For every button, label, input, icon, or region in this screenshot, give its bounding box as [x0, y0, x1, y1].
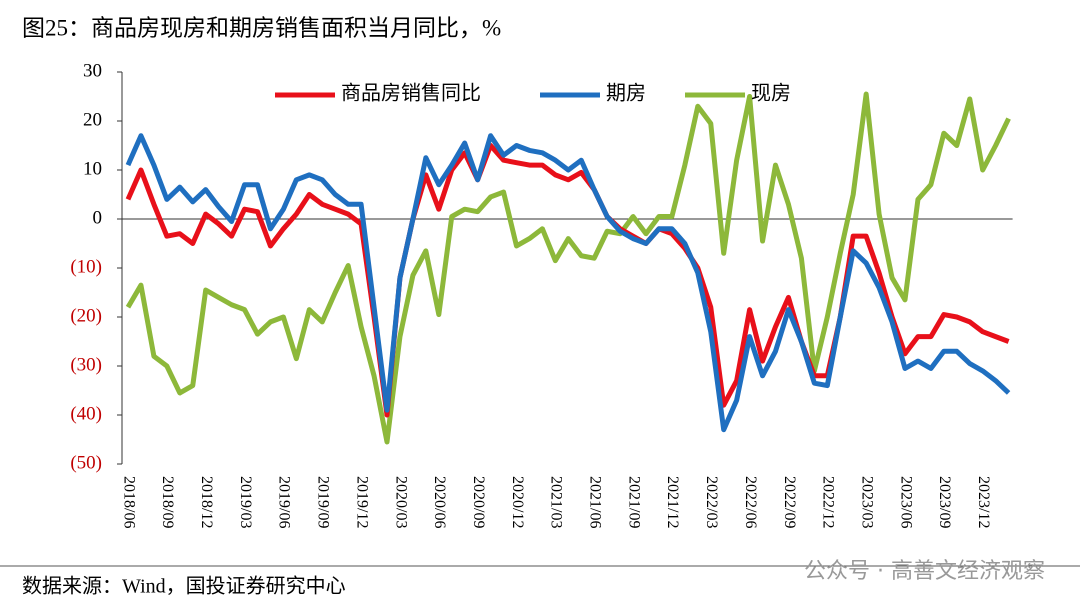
y-tick-label: (30): [70, 354, 102, 375]
x-tick-label: 2022/06: [742, 476, 759, 528]
y-tick-label: 20: [83, 109, 102, 130]
x-tick-label: 2020/09: [470, 476, 487, 528]
chart-title: 图25：商品房现房和期房销售面积当月同比，%: [22, 15, 501, 40]
legend-label: 期房: [606, 82, 646, 105]
x-tick-label: 2023/09: [936, 476, 953, 528]
y-tick-label: 0: [93, 207, 103, 228]
y-tick-label: (20): [70, 305, 102, 326]
x-tick-label: 2021/09: [625, 476, 642, 528]
y-tick-label: 30: [83, 60, 102, 81]
legend-label: 现房: [751, 82, 791, 105]
x-tick-label: 2021/06: [587, 476, 604, 528]
y-tick-label: (50): [70, 452, 102, 473]
legend-label: 商品房销售同比: [341, 82, 481, 105]
series-line: [125, 91, 1011, 445]
y-tick-label: (40): [70, 403, 102, 424]
x-tick-label: 2019/03: [237, 476, 254, 528]
x-tick-label: 2020/12: [509, 476, 526, 528]
watermark: 公众号 · 高善文经济观察: [804, 559, 1045, 584]
x-tick-label: 2018/06: [120, 476, 137, 528]
x-tick-label: 2022/12: [820, 476, 837, 528]
x-tick-label: 2019/12: [353, 476, 370, 528]
series-line: [125, 133, 1011, 433]
x-tick-label: 2021/03: [548, 476, 565, 528]
x-tick-label: 2018/12: [198, 476, 215, 528]
x-tick-label: 2020/03: [392, 476, 409, 528]
x-tick-label: 2023/06: [897, 476, 914, 528]
x-tick-label: 2021/12: [664, 476, 681, 528]
x-tick-label: 2019/06: [276, 476, 293, 528]
x-tick-label: 2022/09: [781, 476, 798, 528]
y-tick-label: (10): [70, 256, 102, 277]
source: 数据来源：Wind，国投证券研究中心: [22, 575, 346, 598]
x-tick-label: 2018/09: [159, 476, 176, 528]
series-line: [125, 143, 1010, 418]
x-tick-label: 2020/06: [431, 476, 448, 528]
y-tick-label: 10: [83, 158, 102, 179]
x-tick-label: 2023/03: [858, 476, 875, 528]
x-tick-label: 2023/12: [975, 476, 992, 528]
x-tick-label: 2019/09: [315, 476, 332, 528]
x-tick-label: 2022/03: [703, 476, 720, 528]
